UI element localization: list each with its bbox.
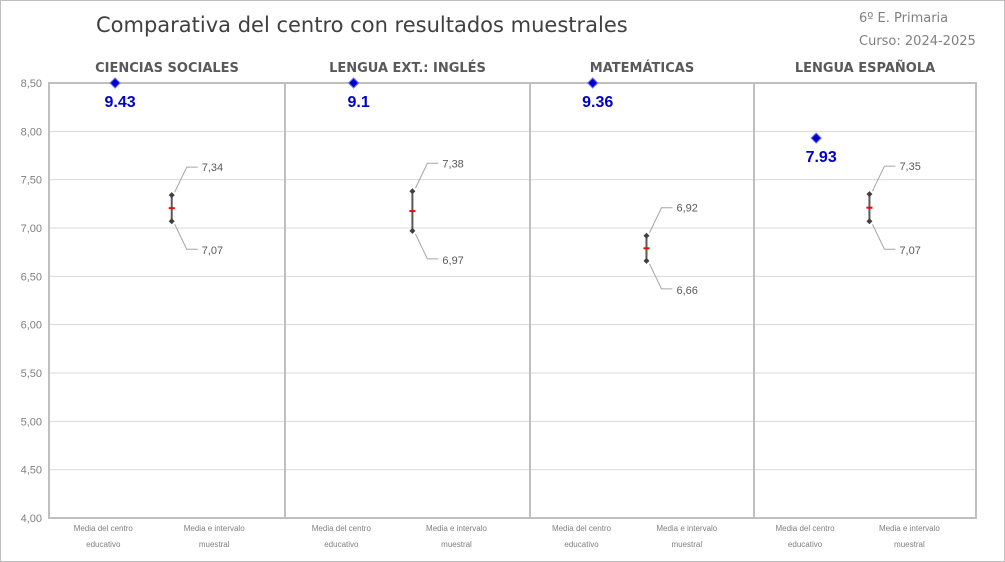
interval-low-marker bbox=[866, 218, 873, 225]
y-tick-label: 8,50 bbox=[21, 78, 42, 90]
y-tick-label: 4,00 bbox=[21, 513, 42, 525]
category-label-center: educativo bbox=[788, 540, 823, 549]
category-label-center: educativo bbox=[564, 540, 599, 549]
category-label-sample: muestral bbox=[441, 540, 472, 549]
category-label-center: Media del centro bbox=[552, 524, 612, 533]
y-tick-label: 5,50 bbox=[21, 368, 42, 380]
center-mean-label: 9.36 bbox=[582, 94, 613, 111]
category-label-sample: Media e intervalo bbox=[879, 524, 940, 533]
category-label-center: educativo bbox=[86, 540, 121, 549]
category-label-sample: Media e intervalo bbox=[184, 524, 245, 533]
panel-title: LENGUA ESPAÑOLA bbox=[795, 60, 935, 76]
center-mean-marker bbox=[109, 77, 121, 89]
center-mean-marker bbox=[587, 77, 599, 89]
panel-border bbox=[284, 82, 531, 519]
y-tick-label: 7,50 bbox=[21, 175, 42, 187]
interval-high-label: 7,34 bbox=[202, 162, 223, 174]
interval-low-marker bbox=[643, 257, 650, 264]
interval-high-label: 7,38 bbox=[442, 158, 463, 170]
grade-label: 6º E. Primaria bbox=[859, 11, 949, 26]
interval-high-marker bbox=[409, 188, 416, 195]
category-label-sample: muestral bbox=[894, 540, 925, 549]
interval-low-label: 6,97 bbox=[442, 255, 463, 267]
interval-low-label: 7,07 bbox=[899, 245, 920, 257]
center-mean-marker bbox=[810, 132, 822, 144]
interval-high-marker bbox=[168, 192, 175, 199]
y-tick-label: 7,00 bbox=[21, 223, 42, 235]
y-tick-label: 6,00 bbox=[21, 320, 42, 332]
interval-high-label: 6,92 bbox=[676, 203, 697, 215]
center-mean-label: 9.43 bbox=[105, 94, 136, 111]
course-label: Curso: 2024-2025 bbox=[859, 34, 976, 49]
interval-low-label: 7,07 bbox=[202, 245, 223, 257]
interval-high-label: 7,35 bbox=[899, 161, 920, 173]
panel-title: LENGUA EXT.: INGLÉS bbox=[329, 60, 486, 76]
category-label-sample: Media e intervalo bbox=[426, 524, 487, 533]
center-mean-label: 9.1 bbox=[347, 94, 369, 111]
interval-high-marker bbox=[866, 191, 873, 198]
center-mean-label: 7.93 bbox=[806, 149, 837, 166]
category-label-sample: muestral bbox=[671, 540, 702, 549]
panel-border bbox=[48, 82, 286, 519]
panel-title: MATEMÁTICAS bbox=[590, 60, 694, 76]
category-label-center: Media del centro bbox=[775, 524, 835, 533]
chart-title: Comparativa del centro con resultados mu… bbox=[96, 13, 628, 37]
category-label-sample: Media e intervalo bbox=[656, 524, 717, 533]
panel-border bbox=[529, 82, 755, 519]
interval-low-leader bbox=[871, 224, 896, 250]
interval-low-marker bbox=[409, 227, 416, 234]
interval-low-leader bbox=[414, 233, 439, 260]
category-label-sample: muestral bbox=[199, 540, 230, 549]
interval-high-leader bbox=[174, 166, 198, 193]
panel-border bbox=[753, 82, 977, 519]
category-label-center: educativo bbox=[324, 540, 359, 549]
y-tick-label: 4,50 bbox=[21, 465, 42, 477]
center-mean-marker bbox=[347, 77, 360, 89]
interval-high-marker bbox=[643, 232, 650, 239]
interval-low-label: 6,66 bbox=[676, 285, 697, 297]
y-tick-label: 5,00 bbox=[21, 416, 42, 428]
interval-low-leader bbox=[174, 224, 198, 250]
interval-low-marker bbox=[168, 218, 175, 225]
y-tick-label: 8,00 bbox=[21, 126, 42, 138]
interval-low-leader bbox=[649, 263, 673, 290]
category-label-center: Media del centro bbox=[74, 524, 134, 533]
y-tick-label: 6,50 bbox=[21, 271, 42, 283]
interval-high-leader bbox=[414, 162, 439, 189]
interval-high-leader bbox=[871, 165, 896, 192]
interval-high-leader bbox=[649, 207, 673, 233]
category-label-center: Media del centro bbox=[312, 524, 372, 533]
panel-title: CIENCIAS SOCIALES bbox=[95, 61, 239, 76]
